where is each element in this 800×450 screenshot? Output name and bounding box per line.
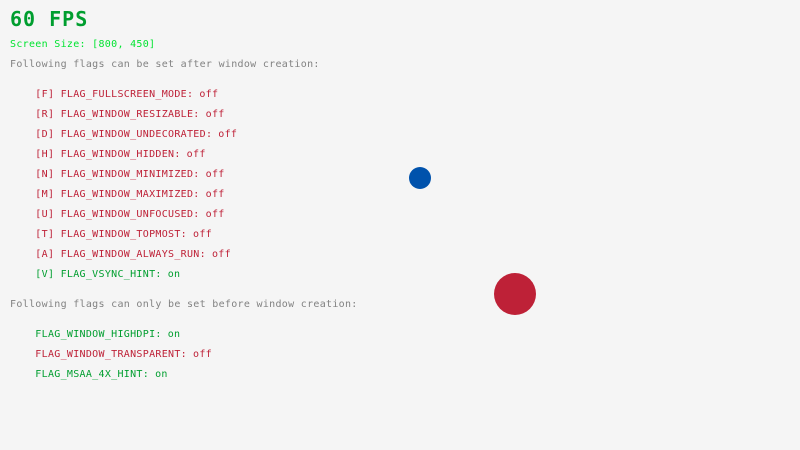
flag-row-topmost: [T] FLAG_WINDOW_TOPMOST: off [10, 220, 212, 250]
flag-label: [T] FLAG_WINDOW_TOPMOST: [35, 229, 187, 240]
flag-label: [M] FLAG_WINDOW_MAXIMIZED: [35, 189, 200, 200]
flag-row-undecorated: [D] FLAG_WINDOW_UNDECORATED: off [10, 120, 237, 150]
flag-state: on [155, 369, 168, 380]
flag-state: off [205, 109, 225, 120]
flag-label: [D] FLAG_WINDOW_UNDECORATED: [35, 129, 213, 140]
flag-label: FLAG_MSAA_4X_HINT: [35, 369, 150, 380]
fps-counter: 60 FPS [10, 7, 89, 31]
flag-state: on [167, 329, 181, 340]
flag-state: off [199, 89, 219, 100]
flag-state: on [167, 269, 181, 280]
flag-row-transparent: FLAG_WINDOW_TRANSPARENT: off [10, 340, 212, 370]
flag-label: [N] FLAG_WINDOW_MINIMIZED: [35, 169, 200, 180]
flag-row-fullscreen: [F] FLAG_FULLSCREEN_MODE: off [10, 80, 218, 110]
flag-state: off [193, 349, 212, 360]
flag-row-hidden: [H] FLAG_WINDOW_HIDDEN: off [10, 140, 206, 170]
flag-label: [R] FLAG_WINDOW_RESIZABLE: [35, 109, 200, 120]
flag-label: FLAG_WINDOW_TRANSPARENT: [35, 349, 187, 360]
flag-state: off [193, 229, 212, 240]
flag-state: off [205, 209, 225, 220]
red-ball [494, 273, 536, 315]
flag-state: off [186, 149, 206, 160]
flag-label: [H] FLAG_WINDOW_HIDDEN: [35, 149, 181, 160]
flag-row-always-run: [A] FLAG_WINDOW_ALWAYS_RUN: off [10, 240, 231, 270]
flag-row-resizable: [R] FLAG_WINDOW_RESIZABLE: off [10, 100, 225, 130]
section-header-before-creation: Following flags can only be set before w… [10, 299, 358, 310]
flag-row-minimized: [N] FLAG_WINDOW_MINIMIZED: off [10, 160, 225, 190]
flag-row-vsync: [V] FLAG_VSYNC_HINT: on [10, 260, 180, 290]
flag-state: off [205, 169, 225, 180]
flag-label: [A] FLAG_WINDOW_ALWAYS_RUN: [35, 249, 206, 260]
section-header-after-creation: Following flags can be set after window … [10, 59, 320, 70]
flag-row-highdpi: FLAG_WINDOW_HIGHDPI: on [10, 320, 180, 350]
flag-label: [F] FLAG_FULLSCREEN_MODE: [35, 89, 194, 100]
flag-state: off [211, 249, 231, 260]
flag-state: off [218, 129, 238, 140]
flag-row-unfocused: [U] FLAG_WINDOW_UNFOCUSED: off [10, 200, 225, 230]
flag-row-msaa: FLAG_MSAA_4X_HINT: on [10, 360, 168, 390]
screen-size-label: Screen Size: [800, 450] [10, 39, 156, 50]
flag-row-maximized: [M] FLAG_WINDOW_MAXIMIZED: off [10, 180, 225, 210]
blue-ball [409, 167, 431, 189]
flag-label: [U] FLAG_WINDOW_UNFOCUSED: [35, 209, 200, 220]
flag-state: off [205, 189, 225, 200]
flag-label: [V] FLAG_VSYNC_HINT: [35, 269, 162, 280]
flag-label: FLAG_WINDOW_HIGHDPI: [35, 329, 162, 340]
